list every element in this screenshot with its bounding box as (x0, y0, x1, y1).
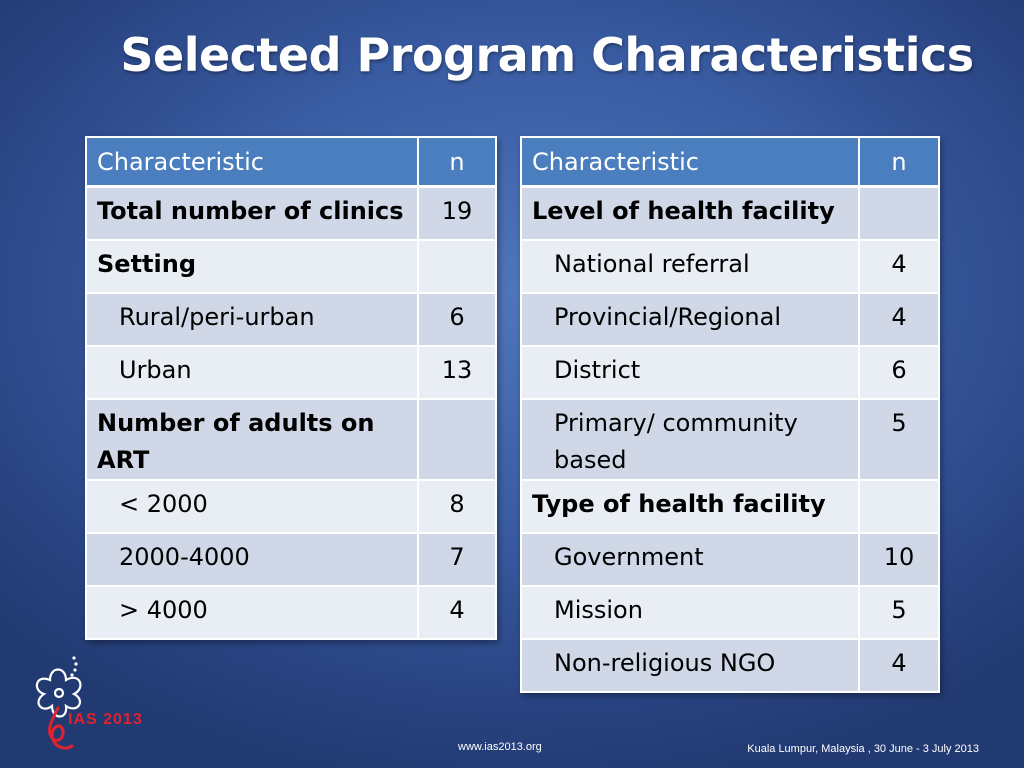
left-characteristics-table: Characteristic n Total number of clinics… (85, 136, 497, 640)
table-row: Rural/peri-urban 6 (85, 292, 497, 347)
column-header-n: n (858, 136, 940, 188)
row-label: Setting (85, 239, 419, 294)
row-label: 2000-4000 (85, 532, 419, 587)
column-header-characteristic: Characteristic (85, 136, 419, 188)
table-row: Total number of clinics 19 (85, 185, 497, 241)
row-count: 13 (417, 345, 497, 400)
row-count: 5 (858, 585, 940, 640)
table-row: Government 10 (520, 532, 940, 587)
right-characteristics-table: Characteristic n Level of health facilit… (520, 136, 940, 693)
row-label: Provincial/Regional (520, 292, 860, 347)
table-header-row: Characteristic n (520, 136, 940, 188)
row-label: National referral (520, 239, 860, 294)
row-label: Government (520, 532, 860, 587)
column-header-characteristic: Characteristic (520, 136, 860, 188)
row-count: 4 (417, 585, 497, 640)
row-label: Total number of clinics (85, 185, 419, 241)
slide-title: Selected Program Characteristics (120, 28, 974, 82)
table-row: Type of health facility (520, 479, 940, 534)
column-header-n: n (417, 136, 497, 188)
row-count: 4 (858, 239, 940, 294)
row-count: 5 (858, 398, 940, 481)
row-label: Rural/peri-urban (85, 292, 419, 347)
table-row: District 6 (520, 345, 940, 400)
row-count: 4 (858, 638, 940, 693)
table-row: Provincial/Regional 4 (520, 292, 940, 347)
row-count: 7 (417, 532, 497, 587)
row-label: Number of adults on ART (85, 398, 419, 481)
row-count: 19 (417, 185, 497, 241)
table-row: < 2000 8 (85, 479, 497, 534)
footer-url: www.ias2013.org (458, 741, 542, 753)
table-header-row: Characteristic n (85, 136, 497, 188)
row-label: Primary/ community based (520, 398, 860, 481)
table-row: Number of adults on ART (85, 398, 497, 481)
row-label: Non-religious NGO (520, 638, 860, 693)
row-count (417, 239, 497, 294)
table-row: National referral 4 (520, 239, 940, 294)
table-row: Setting (85, 239, 497, 294)
table-row: Non-religious NGO 4 (520, 638, 940, 693)
table-row: Urban 13 (85, 345, 497, 400)
row-count: 10 (858, 532, 940, 587)
row-count: 8 (417, 479, 497, 534)
table-row: Level of health facility (520, 185, 940, 241)
table-row: 2000-4000 7 (85, 532, 497, 587)
table-row: > 4000 4 (85, 585, 497, 640)
row-count: 4 (858, 292, 940, 347)
row-label: Mission (520, 585, 860, 640)
row-count: 6 (858, 345, 940, 400)
row-label: > 4000 (85, 585, 419, 640)
row-label: District (520, 345, 860, 400)
row-label: Type of health facility (520, 479, 860, 534)
table-row: Primary/ community based 5 (520, 398, 940, 481)
table-row: Mission 5 (520, 585, 940, 640)
row-label: Level of health facility (520, 185, 860, 241)
ias-logo-text: IAS 2013 (68, 711, 143, 728)
row-count (858, 185, 940, 241)
ias-flower-logo-icon (35, 656, 82, 750)
row-label: Urban (85, 345, 419, 400)
footer-location: Kuala Lumpur, Malaysia , 30 June - 3 Jul… (747, 743, 979, 755)
row-count: 6 (417, 292, 497, 347)
row-count (417, 398, 497, 481)
row-count (858, 479, 940, 534)
row-label: < 2000 (85, 479, 419, 534)
